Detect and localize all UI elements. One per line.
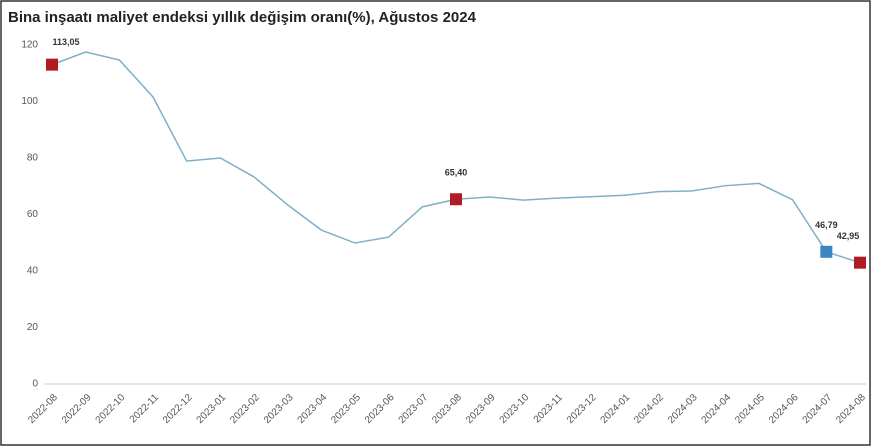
- y-tick-label: 20: [27, 322, 39, 333]
- point-marker: [820, 245, 833, 258]
- y-tick-label: 120: [21, 40, 38, 51]
- y-tick-label: 40: [27, 266, 39, 277]
- point-marker: [450, 193, 462, 206]
- y-tick-label: 100: [21, 96, 38, 107]
- value-label: 42,95: [837, 231, 860, 241]
- value-label: 46,79: [815, 220, 838, 230]
- point-marker: [854, 256, 866, 269]
- value-label: 113,05: [52, 37, 79, 47]
- y-tick-label: 0: [32, 379, 38, 390]
- y-tick-label: 60: [27, 209, 39, 220]
- value-label: 65,40: [445, 168, 468, 178]
- y-tick-label: 80: [27, 153, 39, 164]
- point-marker: [46, 58, 58, 71]
- chart-title: Bina inşaatı maliyet endeksi yıllık deği…: [8, 9, 477, 26]
